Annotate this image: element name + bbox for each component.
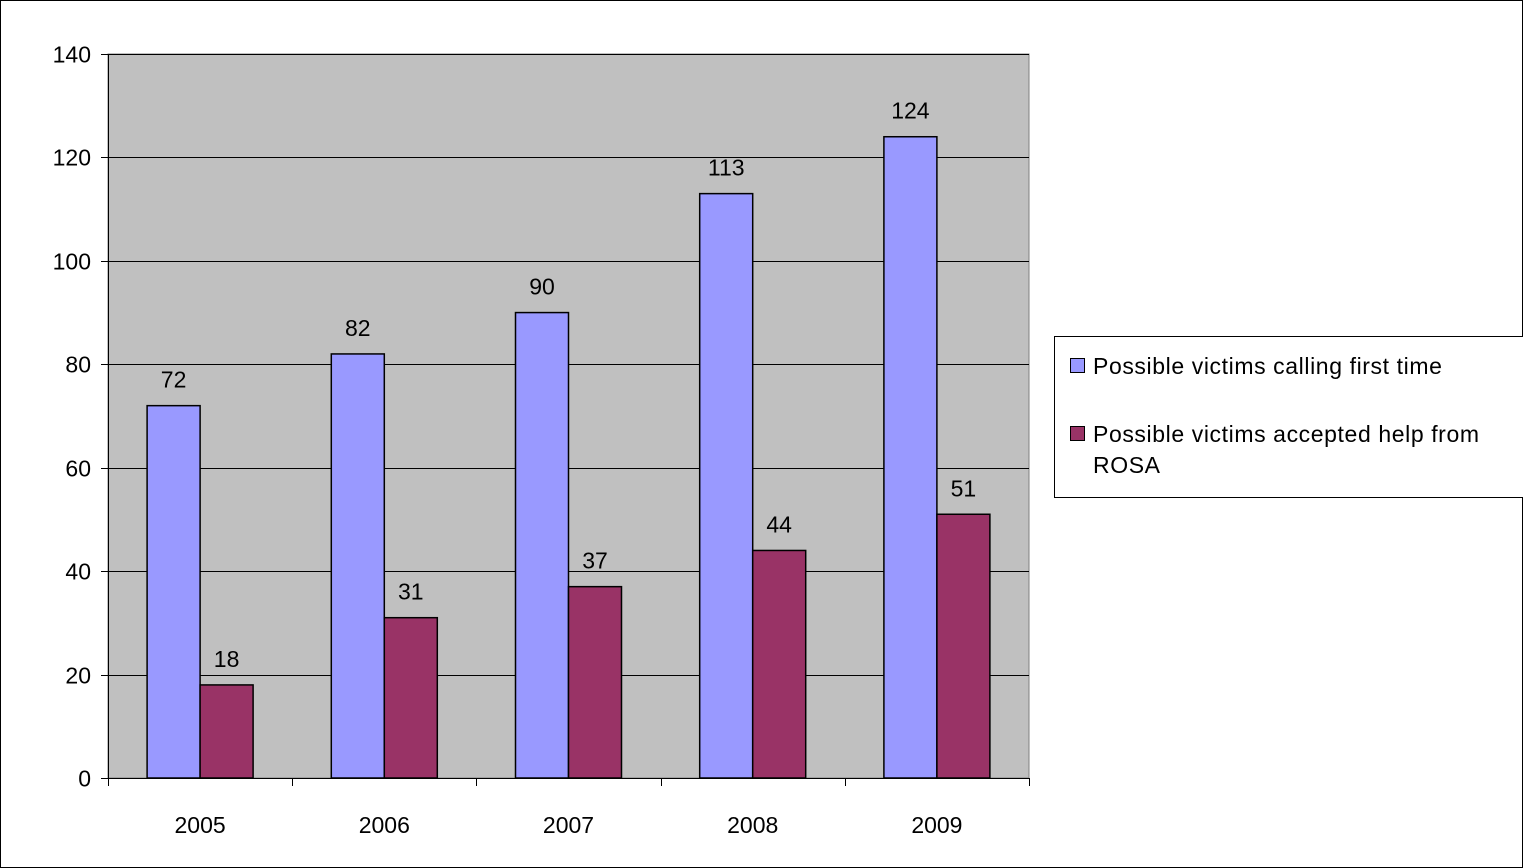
data-label-series-2-2007: 37 [582,548,608,574]
x-axis: 2005 2006 2007 2008 2009 [108,778,1030,838]
bar-series-2-2006 [383,616,439,779]
bar-series-2-2009 [936,513,991,779]
data-label-series-1-2007: 90 [529,274,555,300]
bar-series-1-2008 [698,192,754,779]
y-tick-label-80: 80 [65,352,91,378]
data-label-series-2-2008: 44 [766,511,792,537]
legend: Possible victims calling first time Poss… [1054,336,1523,498]
y-tick-label-0: 0 [78,766,91,792]
data-label-series-1-2009: 124 [891,98,930,124]
data-label-series-1-2008: 113 [708,155,745,181]
y-tick-label-140: 140 [53,42,91,68]
y-tick-label-40: 40 [65,559,91,585]
x-tick-label-2007: 2007 [543,812,594,838]
data-label-series-2-2006: 31 [398,579,424,605]
bars [146,135,991,779]
bar-series-1-2009 [883,135,938,779]
x-tick-label-2006: 2006 [359,812,410,838]
data-label-series-1-2005: 72 [161,367,187,393]
bar-series-1-2005 [146,404,201,779]
y-tick-label-20: 20 [65,663,91,689]
legend-item-series-2: Possible victims accepted help from ROSA [1070,419,1513,481]
legend-swatch-series-2 [1070,426,1085,441]
legend-label-series-1: Possible victims calling first time [1093,353,1443,379]
legend-label-series-2: Possible victims accepted help from ROSA [1093,421,1480,478]
bar-series-2-2008 [751,549,807,779]
y-tick-label-100: 100 [53,249,91,275]
bar-series-1-2006 [330,353,386,779]
legend-item-series-1: Possible victims calling first time [1070,351,1513,382]
data-label-series-2-2009: 51 [951,475,977,501]
data-labels: 72 18 82 31 90 37 113 44 124 51 [161,98,976,672]
y-axis: 0 20 40 60 80 100 120 140 [53,42,109,792]
bar-series-1-2007 [514,311,570,779]
data-label-series-1-2006: 82 [345,315,371,341]
y-tick-label-120: 120 [53,145,91,171]
x-tick-label-2005: 2005 [175,812,226,838]
data-label-series-2-2005: 18 [214,646,240,672]
y-tick-label-60: 60 [65,456,91,482]
bar-series-2-2005 [199,684,254,779]
x-tick-label-2009: 2009 [911,812,962,838]
legend-swatch-series-1 [1070,358,1085,373]
x-tick-label-2008: 2008 [727,812,778,838]
bar-series-2-2007 [567,585,623,779]
